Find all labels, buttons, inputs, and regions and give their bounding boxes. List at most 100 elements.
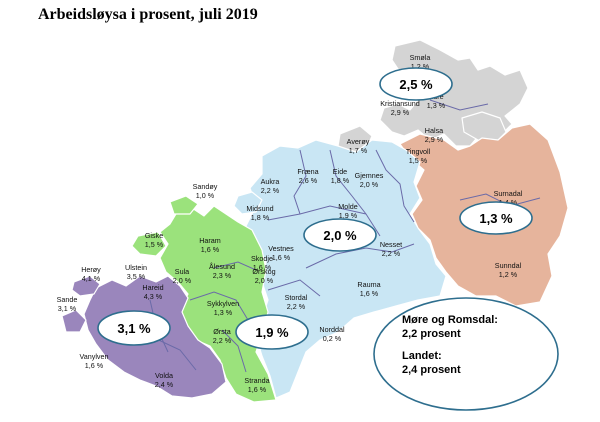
municipality-name-gjemnes: Gjemnes [355,171,384,180]
municipality-name-fraena: Fræna [297,167,318,176]
summary-ellipse [373,297,559,411]
municipality-name-orskog: Ørskog [252,267,275,276]
summary-county-value: 2,2 prosent [402,328,461,340]
region-sunnmore-north [159,205,277,403]
municipality-name-volda: Volda [155,371,173,380]
municipality-name-halsa: Halsa [425,126,443,135]
bubble-sunnmore-south: 3,1 % [97,310,171,346]
municipality-name-sandoy: Sandøy [193,182,218,191]
municipality-value-giske: 1,5 % [145,240,164,249]
municipality-name-molde: Molde [338,202,358,211]
region-sunnmore-north-islands-2 [169,195,199,215]
municipality-value-skodje: 1,6 % [253,263,272,272]
municipality-name-sande: Sande [57,295,78,304]
municipality-value-sykkylven: 1,3 % [214,308,233,317]
municipality-name-tingvoll: Tingvoll [406,147,431,156]
bubble-ellipse-nordmore [379,67,453,101]
bubble-value-nordmore: 2,5 % [399,77,433,92]
bubble-ellipse-sunnmore-north [235,314,309,350]
municipality-value-vestnes: 1,6 % [272,253,291,262]
bubble-nordmore: 2,5 % [379,67,453,101]
municipality-value-fraena: 2,6 % [299,176,318,185]
municipality-value-averoy: 1,7 % [349,146,368,155]
municipality-name-eide: Eide [333,167,347,176]
summary-county-label: Møre og Romsdal: [402,314,498,326]
bubble-romsdal: 2,0 % [303,218,377,252]
municipality-name-giske: Giske [145,231,163,240]
municipality-value-sandoy: 1,0 % [196,191,215,200]
municipality-name-vestnes: Vestnes [268,244,294,253]
bubble-sunnmore-north: 1,9 % [235,314,309,350]
bubble-value-inland-east: 1,3 % [479,211,513,226]
bubble-value-sunnmore-north: 1,9 % [255,325,289,340]
region-sunnmore-south-islands [61,309,87,333]
municipality-name-stranda: Stranda [244,376,269,385]
municipality-value-stordal: 2,2 % [287,302,306,311]
summary-country-value: 2,4 prosent [402,364,461,376]
municipality-value-molde: 1,9 % [339,211,358,220]
municipality-name-ulstein: Ulstein [125,263,147,272]
municipality-value-eide: 1,8 % [331,176,350,185]
municipality-value-orskog: 2,0 % [255,276,274,285]
municipality-name-nesset: Nesset [380,240,402,249]
summary-country-label: Landet: [402,350,442,362]
municipality-value-ulstein: 3,5 % [127,272,146,281]
municipality-value-aure: 1,3 % [427,101,446,110]
region-sunnmore-south-islands-2 [71,275,101,297]
municipality-name-alesund: Ålesund [209,262,235,271]
municipality-name-hareid: Hareid [142,283,163,292]
municipality-name-aukra: Aukra [261,177,280,186]
municipality-value-gjemnes: 2,0 % [360,180,379,189]
municipality-name-sula: Sula [175,267,189,276]
municipality-value-midsund: 1,8 % [251,213,270,222]
municipality-value-aukra: 2,2 % [261,186,280,195]
municipality-name-rauma: Rauma [357,280,380,289]
municipality-name-vanylven: Vanylven [79,352,108,361]
municipality-value-haram: 1,6 % [201,245,220,254]
municipality-name-haram: Haram [199,236,221,245]
bubble-value-romsdal: 2,0 % [323,228,357,243]
municipality-name-smola: Smøla [410,53,431,62]
municipality-name-sunndal: Sunndal [495,261,522,270]
municipality-name-skodje: Skodje [251,254,273,263]
municipality-value-sunndal: 1,2 % [499,270,518,279]
bubble-ellipse-inland-east [459,201,533,235]
region-bubbles: 2,5 % 2,0 % 1,3 % 1,9 % 3,1 % [97,67,533,350]
bubble-value-sunnmore-south: 3,1 % [117,321,151,336]
municipality-value-tingvoll: 1,5 % [409,156,428,165]
municipality-value-heroy: 4,1 % [82,274,101,283]
municipality-value-nesset: 2,2 % [382,249,401,258]
region-romsdal-islands [233,191,263,215]
municipality-borders [119,99,541,373]
municipality-value-alesund: 2,3 % [213,271,232,280]
municipality-value-kristiansund: 2,9 % [391,108,410,117]
municipality-value-sula: 2,0 % [173,276,192,285]
municipality-value-norddal: 0,2 % [323,334,342,343]
municipality-value-sande: 3,1 % [58,304,77,313]
municipality-name-stordal: Stordal [285,293,308,302]
municipality-value-hareid: 4,3 % [144,292,163,301]
municipality-value-volda: 2,4 % [155,380,174,389]
page-title: Arbeidsløysa i prosent, juli 2019 [38,6,258,23]
municipality-name-norddal: Norddal [319,325,345,334]
municipality-value-halsa: 2,9 % [425,135,444,144]
municipality-name-orsta: Ørsta [213,327,231,336]
municipality-name-sykkylven: Sykkylven [207,299,239,308]
region-sunnmore-north-islands [131,231,167,257]
municipality-value-stranda: 1,6 % [248,385,267,394]
municipality-value-orsta: 2,2 % [213,336,232,345]
summary-callout: Møre og Romsdal: 2,2 prosent Landet: 2,4… [373,297,559,411]
municipality-name-averoy: Averøy [347,137,370,146]
municipality-value-vanylven: 1,6 % [85,361,104,370]
bubble-ellipse-romsdal [303,218,377,252]
municipality-value-smola: 1,2 % [411,62,430,71]
bubble-ellipse-sunnmore-south [97,310,171,346]
municipality-name-kristiansund: Kristiansund [380,99,420,108]
municipality-name-heroy: Herøy [81,265,101,274]
municipality-name-surnadal: Surnadal [494,189,523,198]
municipality-value-rauma: 1,6 % [360,289,379,298]
municipality-name-midsund: Midsund [246,204,273,213]
bubble-inland-east: 1,3 % [459,201,533,235]
